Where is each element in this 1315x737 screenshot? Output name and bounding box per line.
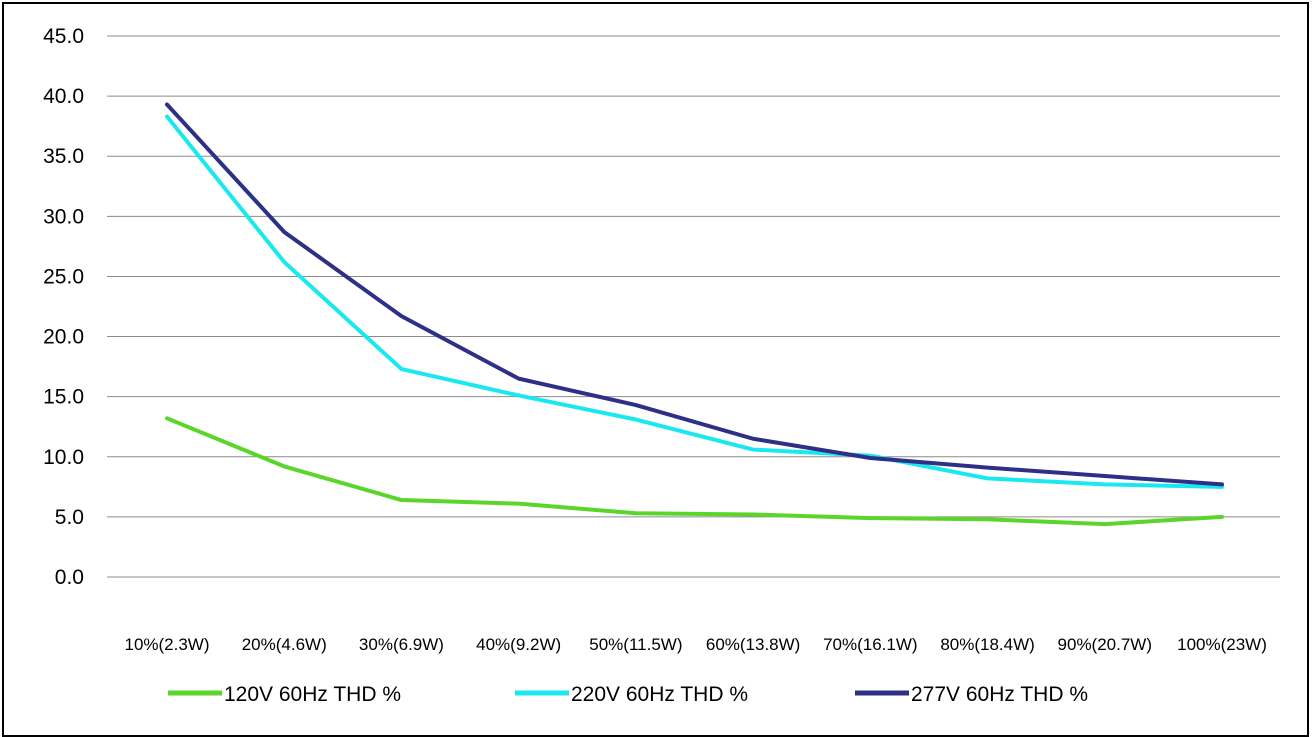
y-tick-label: 45.0 <box>43 25 84 48</box>
series-line-2 <box>165 114 1224 489</box>
x-category-label: 30%(6.9W) <box>359 635 444 654</box>
x-axis-categories: 10%(2.3W) 20%(4.6W) 30%(6.9W) 40%(9.2W) 50%(… <box>124 635 1266 654</box>
x-category-label: 60%(13.8W) <box>706 635 800 654</box>
legend: 120V 60Hz THD % 220V 60Hz THD % 277V 60Hz … <box>168 683 1088 706</box>
x-category-label: 70%(16.1W) <box>823 635 917 654</box>
y-tick-label: 15.0 <box>43 386 84 409</box>
x-category-label: 100%(23W) <box>1177 635 1267 654</box>
legend-label: 277V 60Hz THD % <box>911 683 1088 706</box>
series-line-1 <box>165 416 1224 527</box>
y-tick-label: 30.0 <box>43 205 84 228</box>
y-tick-label: 25.0 <box>43 265 84 288</box>
y-tick-label: 10.0 <box>43 446 84 469</box>
y-tick-label: 0.0 <box>55 566 84 589</box>
legend-item: 277V 60Hz THD % <box>855 683 1088 706</box>
series-lines <box>165 102 1224 527</box>
x-category-label: 20%(4.6W) <box>242 635 327 654</box>
legend-label: 220V 60Hz THD % <box>571 683 748 706</box>
legend-label: 120V 60Hz THD % <box>224 683 401 706</box>
series-line-3 <box>165 102 1224 487</box>
x-category-label: 50%(11.5W) <box>589 635 682 654</box>
x-category-label: 90%(20.7W) <box>1058 635 1152 654</box>
y-tick-label: 5.0 <box>55 506 84 529</box>
x-category-label: 40%(9.2W) <box>476 635 561 654</box>
y-tick-label: 20.0 <box>43 326 84 349</box>
y-tick-label: 40.0 <box>43 85 84 108</box>
x-category-label: 10%(2.3W) <box>124 635 209 654</box>
x-category-label: 80%(18.4W) <box>940 635 1034 654</box>
legend-item: 120V 60Hz THD % <box>168 683 401 706</box>
y-tick-label: 35.0 <box>43 145 84 168</box>
legend-item: 220V 60Hz THD % <box>515 683 748 706</box>
gridlines <box>107 35 1280 578</box>
y-axis-ticks: 0.0 5.0 10.0 15.0 20.0 25.0 30.0 35.0 40.0 45.0 <box>43 25 84 589</box>
